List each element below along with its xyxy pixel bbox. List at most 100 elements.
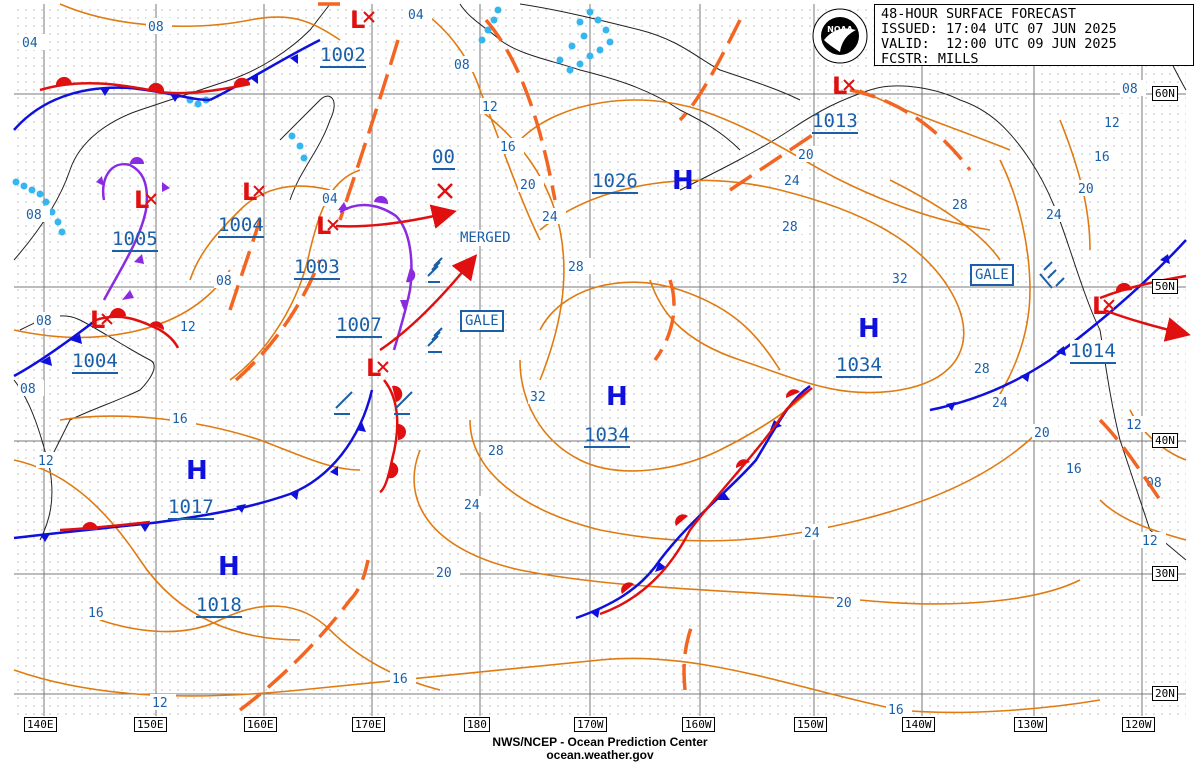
svg-text:20: 20 [836,596,852,611]
wind-barbs [334,257,1065,415]
ice-edge [12,6,614,236]
warm-fronts [39,81,1187,616]
svg-text:24: 24 [542,210,558,225]
product-title: 48-HOUR SURFACE FORECAST [881,6,1077,22]
svg-text:L: L [90,306,105,334]
svg-text:28: 28 [568,260,584,275]
svg-text:28: 28 [974,362,990,377]
lon-label: 120W [1122,717,1155,732]
coastlines [13,3,1187,561]
warm-front-bumps [55,76,1132,594]
svg-text:20: 20 [1078,182,1094,197]
svg-text:20: 20 [436,566,452,581]
pressure-value: 1013 [812,110,858,134]
valid-time: VALID: 12:00 UTC 09 JUN 2025 [881,36,1117,52]
svg-text:24: 24 [464,498,480,513]
svg-text:08: 08 [20,382,36,397]
pressure-value: 1018 [196,594,242,618]
svg-text:04: 04 [322,192,338,207]
forecast-info-box: 48-HOUR SURFACE FORECAST ISSUED: 17:04 U… [874,4,1194,67]
high-center-1034-central: H [606,382,628,412]
high-center-1017: H [186,456,208,486]
pressure-value: 1017 [168,496,214,520]
svg-text:04: 04 [22,36,38,51]
cold-front-barbs [40,54,1170,618]
svg-text:12: 12 [180,320,196,335]
svg-text:L: L [832,72,847,100]
svg-text:12: 12 [152,696,168,711]
svg-text:16: 16 [392,672,408,687]
pressure-value: 1034 [836,354,882,378]
lat-label: 30N [1152,566,1178,581]
pressure-value: 1026 [592,170,638,194]
lon-label: 150E [134,717,167,732]
high-center-1018: H [218,552,240,582]
pressure-value: 1002 [320,44,366,68]
pressure-value: 1003 [294,256,340,280]
lon-label: 140W [902,717,935,732]
svg-text:24: 24 [1046,208,1062,223]
gale-warning-label: GALE [460,310,504,332]
svg-text:08: 08 [216,274,232,289]
high-center-1034-east: H [858,314,880,344]
issued-time: ISSUED: 17:04 UTC 07 JUN 2025 [881,21,1117,37]
merged-label: MERGED [460,230,511,246]
svg-text:20: 20 [1034,426,1050,441]
svg-text:24: 24 [804,526,820,541]
pressure-value: 00 [432,146,455,170]
pressure-value: 1004 [72,350,118,374]
svg-text:16: 16 [88,606,104,621]
forecaster: FCSTR: MILLS [881,51,979,67]
storm-tracks [335,204,1191,352]
svg-text:16: 16 [1066,462,1082,477]
lon-label: 170W [574,717,607,732]
lon-label: 150W [794,717,827,732]
svg-text:04: 04 [408,8,424,23]
troughs [228,2,1162,712]
forecast-position-x-icon [434,180,458,204]
svg-text:24: 24 [784,174,800,189]
svg-text:28: 28 [952,198,968,213]
lon-label: 180 [464,717,490,732]
lon-label: 160W [682,717,715,732]
svg-text:08: 08 [36,314,52,329]
svg-text:16: 16 [500,140,516,155]
isobars [13,3,1187,714]
svg-text:12: 12 [38,454,54,469]
isobar-labels: 04 08 04 08 12 16 20 24 28 32 28 24 20 1… [18,6,1170,718]
low-center-1004: L [240,176,270,206]
low-center-1003: L [314,210,344,240]
svg-text:08: 08 [148,20,164,35]
lon-label: 170E [352,717,385,732]
gale-warning-label: GALE [970,264,1014,286]
svg-text:12: 12 [1142,534,1158,549]
svg-text:L: L [242,178,257,206]
low-center-1002: L [348,4,378,34]
pressure-value: 1034 [584,424,630,448]
svg-text:12: 12 [482,100,498,115]
svg-text:32: 32 [530,390,546,405]
svg-text:L: L [134,186,149,214]
svg-text:16: 16 [1094,150,1110,165]
svg-text:28: 28 [782,220,798,235]
low-center-1004-west: L [88,304,118,334]
svg-text:16: 16 [172,412,188,427]
svg-text:08: 08 [454,58,470,73]
svg-text:L: L [1092,292,1107,320]
svg-text:NOAA: NOAA [827,25,853,34]
pressure-value: 1004 [218,214,264,238]
low-center-1013: L [830,70,860,100]
svg-text:32: 32 [892,272,908,287]
svg-text:12: 12 [1126,418,1142,433]
credit-line: NWS/NCEP - Ocean Prediction Center [492,735,708,749]
high-center-1026: H [672,166,694,196]
lat-label: 20N [1152,686,1178,701]
svg-text:20: 20 [520,178,536,193]
lon-label: 140E [24,717,57,732]
svg-text:L: L [316,212,331,240]
low-center-1005: L [132,184,162,214]
svg-text:L: L [350,6,365,34]
pressure-value: 1014 [1070,340,1116,364]
lat-label: 50N [1152,279,1178,294]
